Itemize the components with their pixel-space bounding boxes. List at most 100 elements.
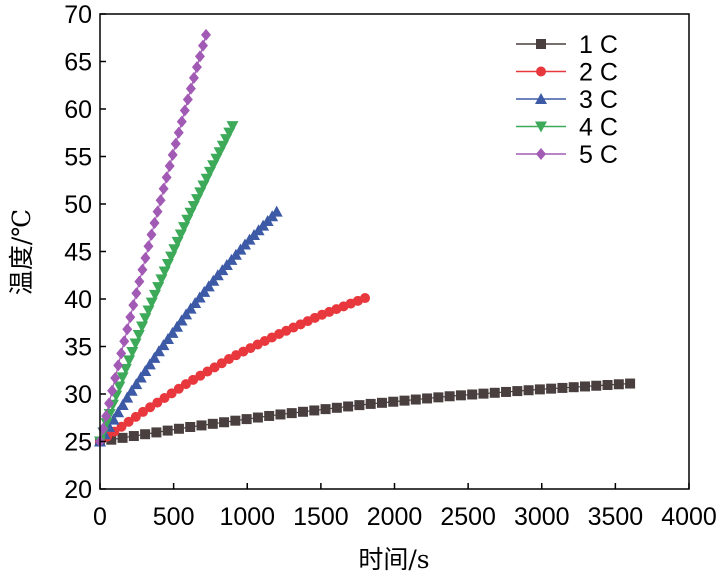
legend-marker bbox=[535, 93, 547, 104]
data-point bbox=[546, 383, 557, 394]
data-point bbox=[175, 314, 188, 326]
data-point bbox=[173, 126, 184, 139]
y-tick-label: 65 bbox=[64, 49, 92, 77]
data-point bbox=[116, 372, 129, 384]
data-point bbox=[410, 394, 421, 405]
data-point bbox=[264, 410, 275, 421]
data-point bbox=[173, 383, 184, 394]
series-4c bbox=[94, 121, 239, 448]
legend-item: 4 C bbox=[516, 114, 618, 142]
data-point bbox=[101, 410, 112, 423]
data-point bbox=[252, 412, 263, 423]
legend-label: 4 C bbox=[579, 114, 618, 142]
x-tick-label: 2500 bbox=[440, 503, 496, 531]
x-tick-label: 0 bbox=[93, 503, 107, 531]
data-point bbox=[143, 240, 154, 253]
y-tick-label: 45 bbox=[64, 239, 92, 267]
data-point bbox=[143, 358, 156, 370]
x-tick-label: 500 bbox=[153, 503, 195, 531]
data-point bbox=[422, 393, 433, 404]
data-point bbox=[467, 389, 478, 400]
legend-label: 5 C bbox=[579, 141, 618, 169]
data-point bbox=[131, 287, 142, 300]
y-tick-label: 40 bbox=[64, 286, 92, 314]
data-point bbox=[125, 384, 138, 396]
y-axis-ticks: 20 25 30 35 40 45 50 55 60 65 70 bbox=[64, 1, 106, 504]
data-point bbox=[360, 293, 371, 304]
data-point bbox=[122, 323, 133, 336]
data-point bbox=[534, 384, 545, 395]
data-point bbox=[134, 371, 147, 383]
data-point bbox=[126, 346, 139, 358]
data-point bbox=[116, 398, 129, 410]
data-point bbox=[128, 299, 139, 312]
data-point bbox=[170, 137, 181, 150]
data-point bbox=[130, 411, 141, 422]
y-axis-title: 温度/℃ bbox=[7, 209, 36, 295]
data-point bbox=[189, 297, 202, 309]
data-point bbox=[119, 363, 132, 375]
data-point bbox=[354, 400, 365, 411]
data-point bbox=[201, 28, 212, 41]
data-point bbox=[152, 345, 165, 357]
data-point bbox=[140, 252, 151, 265]
x-tick-label: 1000 bbox=[219, 503, 275, 531]
data-point bbox=[116, 347, 127, 360]
data-point bbox=[478, 388, 489, 399]
legend-label: 3 C bbox=[579, 86, 618, 114]
x-axis-ticks: 0 500 1000 1500 2000 2500 3000 3500 4000 bbox=[93, 483, 717, 531]
data-point bbox=[275, 409, 286, 420]
series-2c bbox=[95, 293, 371, 447]
data-point bbox=[191, 61, 202, 74]
x-tick-label: 3500 bbox=[588, 503, 644, 531]
data-point bbox=[137, 263, 148, 276]
data-point bbox=[179, 104, 190, 117]
data-point bbox=[152, 205, 163, 218]
data-point bbox=[121, 391, 134, 403]
data-point bbox=[309, 405, 320, 416]
data-point bbox=[512, 386, 523, 397]
data-point bbox=[219, 417, 230, 428]
data-point bbox=[331, 402, 342, 413]
legend-item: 1 C bbox=[516, 31, 618, 59]
x-tick-label: 1500 bbox=[293, 503, 349, 531]
data-point bbox=[166, 326, 179, 338]
data-point bbox=[161, 332, 174, 344]
data-point bbox=[207, 274, 220, 286]
data-point bbox=[501, 386, 512, 397]
data-point bbox=[134, 275, 145, 288]
data-point bbox=[455, 390, 466, 401]
data-point bbox=[113, 359, 124, 372]
data-point bbox=[241, 414, 252, 425]
data-point bbox=[128, 431, 139, 442]
data-point bbox=[173, 423, 184, 434]
data-point bbox=[196, 420, 207, 431]
data-point bbox=[107, 413, 120, 425]
data-point bbox=[139, 364, 152, 376]
data-point bbox=[171, 320, 184, 332]
data-point bbox=[286, 408, 297, 419]
data-point bbox=[162, 425, 173, 436]
data-point bbox=[207, 418, 218, 429]
data-point bbox=[164, 160, 175, 172]
x-tick-label: 2000 bbox=[367, 503, 423, 531]
data-point bbox=[151, 427, 162, 438]
data-point bbox=[180, 308, 193, 320]
data-point bbox=[100, 418, 113, 430]
plot-markers bbox=[94, 28, 636, 448]
data-point bbox=[613, 379, 624, 390]
data-point bbox=[188, 71, 199, 84]
data-point bbox=[130, 378, 143, 390]
data-point bbox=[107, 384, 118, 397]
data-point bbox=[161, 171, 172, 184]
y-tick-label: 35 bbox=[64, 334, 92, 362]
data-point bbox=[202, 280, 215, 292]
data-point bbox=[146, 228, 157, 241]
data-point bbox=[149, 217, 160, 229]
data-point bbox=[129, 338, 142, 350]
data-point bbox=[152, 397, 163, 408]
legend-marker bbox=[536, 148, 546, 160]
legend-marker bbox=[535, 121, 547, 133]
data-point bbox=[226, 121, 239, 133]
